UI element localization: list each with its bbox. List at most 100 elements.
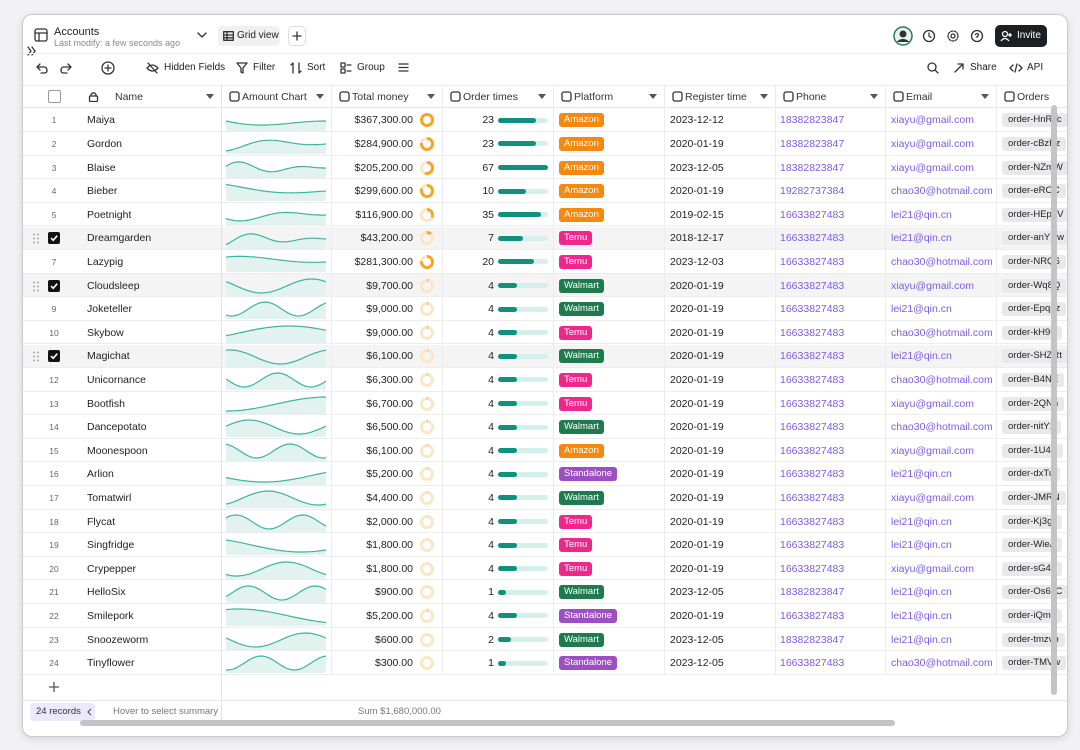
avatar[interactable] <box>893 26 913 46</box>
email[interactable]: xiayu@gmail.com <box>891 397 975 410</box>
name[interactable]: Singfridge <box>87 539 135 552</box>
platform-tag[interactable]: Walmart <box>559 632 605 647</box>
history-icon[interactable] <box>922 29 936 43</box>
name[interactable]: Bootfish <box>87 397 125 410</box>
group[interactable]: Group <box>357 62 385 73</box>
email[interactable]: chao30@hotmail.com <box>891 657 993 670</box>
order-link[interactable]: order-Os6JC <box>1002 585 1067 600</box>
redo[interactable] <box>60 62 72 74</box>
platform-tag[interactable]: Standalone <box>559 608 618 623</box>
row[interactable] <box>23 179 1067 203</box>
phone[interactable]: 16633827483 <box>780 609 845 622</box>
email[interactable]: lei21@qin.cn <box>891 633 952 646</box>
platform-tag[interactable]: Walmart <box>559 490 605 505</box>
email[interactable]: xiayu@gmail.com <box>891 279 975 292</box>
name[interactable]: Gordon <box>87 137 123 150</box>
row[interactable] <box>23 203 1067 227</box>
sort[interactable]: Sort <box>307 62 326 73</box>
phone[interactable]: 18382823847 <box>780 161 845 174</box>
select-all[interactable] <box>48 90 61 103</box>
order-link[interactable]: order-sG4h <box>1002 561 1063 576</box>
row[interactable] <box>23 321 1067 345</box>
expand-sidebar[interactable] <box>27 46 37 56</box>
email[interactable]: lei21@qin.cn <box>891 350 952 363</box>
column-menu[interactable] <box>538 94 546 99</box>
order-link[interactable]: order-HEpeV <box>1002 207 1067 222</box>
name[interactable]: Joketeller <box>87 303 132 316</box>
phone[interactable]: 16633827483 <box>780 657 845 670</box>
order-link[interactable]: order-B4NE <box>1002 372 1065 387</box>
row[interactable] <box>23 250 1067 274</box>
phone[interactable]: 16633827483 <box>780 232 845 245</box>
name[interactable]: Blaise <box>87 161 116 174</box>
column-menu[interactable] <box>316 94 324 99</box>
platform-tag[interactable]: Walmart <box>559 278 605 293</box>
row[interactable] <box>23 604 1067 628</box>
add-record[interactable] <box>101 61 115 75</box>
phone[interactable]: 16633827483 <box>780 444 845 457</box>
help-icon[interactable] <box>970 29 984 43</box>
email[interactable]: xiayu@gmail.com <box>891 444 975 457</box>
h-scrollbar[interactable] <box>80 720 895 726</box>
name[interactable]: Magichat <box>87 350 130 363</box>
platform-tag[interactable]: Standalone <box>559 656 618 671</box>
phone[interactable]: 16633827483 <box>780 491 845 504</box>
api[interactable]: API <box>1027 62 1044 73</box>
platform-tag[interactable]: Walmart <box>559 420 605 435</box>
order-link[interactable]: order-iQm9 <box>1002 608 1063 623</box>
platform-tag[interactable]: Amazon <box>559 136 604 151</box>
platform-tag[interactable]: Temu <box>559 514 593 529</box>
collapse-icon[interactable] <box>86 708 92 716</box>
add-row[interactable] <box>48 681 60 693</box>
email[interactable]: chao30@hotmail.com <box>891 185 993 198</box>
name[interactable]: Unicornance <box>87 373 146 386</box>
email[interactable]: lei21@qin.cn <box>891 468 952 481</box>
platform-tag[interactable]: Temu <box>559 231 593 246</box>
order-link[interactable]: order-kH95 <box>1002 325 1062 340</box>
phone[interactable]: 16633827483 <box>780 208 845 221</box>
name[interactable]: Maiya <box>87 114 116 127</box>
phone[interactable]: 16633827483 <box>780 397 845 410</box>
row[interactable] <box>23 368 1067 392</box>
email[interactable]: xiayu@gmail.com <box>891 114 975 127</box>
order-link[interactable]: order-cBzKz <box>1002 136 1067 151</box>
settings-icon[interactable] <box>946 29 960 43</box>
order-link[interactable]: order-JMRN <box>1002 490 1066 505</box>
email[interactable]: xiayu@gmail.com <box>891 161 975 174</box>
name[interactable]: Snoozeworm <box>87 633 149 646</box>
platform-tag[interactable]: Walmart <box>559 585 605 600</box>
order-link[interactable]: order-SHZRt <box>1002 349 1067 364</box>
column-title[interactable]: Orders <box>1017 91 1050 103</box>
drag-handle[interactable] <box>33 351 39 362</box>
phone[interactable]: 16633827483 <box>780 279 845 292</box>
email[interactable]: chao30@hotmail.com <box>891 255 993 268</box>
row[interactable] <box>23 109 1067 133</box>
phone[interactable]: 16633827483 <box>780 255 845 268</box>
name[interactable]: Tinyflower <box>87 657 135 670</box>
email[interactable]: lei21@qin.cn <box>891 586 952 599</box>
row[interactable] <box>23 392 1067 416</box>
order-link[interactable]: order-NZmW <box>1002 160 1067 175</box>
phone[interactable]: 18382823847 <box>780 137 845 150</box>
phone[interactable]: 16633827483 <box>780 303 845 316</box>
row[interactable] <box>23 156 1067 180</box>
row[interactable] <box>23 439 1067 463</box>
row[interactable] <box>23 486 1067 510</box>
email[interactable]: lei21@qin.cn <box>891 515 952 528</box>
row[interactable] <box>23 463 1067 487</box>
name[interactable]: Tomatwirl <box>87 491 132 504</box>
phone[interactable]: 19282737384 <box>780 185 845 198</box>
platform-tag[interactable]: Temu <box>559 254 593 269</box>
title-menu[interactable] <box>197 31 207 39</box>
platform-tag[interactable]: Amazon <box>559 443 604 458</box>
row[interactable] <box>23 510 1067 534</box>
column-menu[interactable] <box>981 94 989 99</box>
phone[interactable]: 16633827483 <box>780 562 845 575</box>
column-menu[interactable] <box>427 94 435 99</box>
name[interactable]: Poetnight <box>87 208 132 221</box>
platform-tag[interactable]: Amazon <box>559 207 604 222</box>
search[interactable] <box>927 62 939 74</box>
phone[interactable]: 16633827483 <box>780 468 845 481</box>
row[interactable] <box>23 651 1067 675</box>
platform-tag[interactable]: Temu <box>559 538 593 553</box>
